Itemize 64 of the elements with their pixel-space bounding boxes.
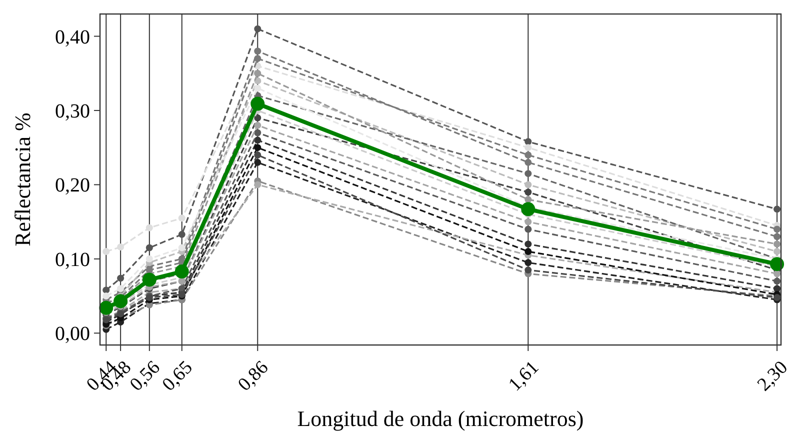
y-tick-label: 0,00 bbox=[55, 323, 90, 346]
point bbox=[524, 181, 532, 188]
point bbox=[774, 206, 781, 213]
y-tick-label: 0,40 bbox=[55, 26, 90, 48]
point bbox=[524, 248, 532, 255]
point bbox=[254, 84, 262, 92]
point bbox=[178, 230, 186, 238]
point bbox=[178, 214, 186, 222]
point bbox=[117, 285, 124, 292]
point bbox=[146, 255, 153, 262]
y-axis-title: Reflectancia % bbox=[10, 112, 35, 246]
point bbox=[254, 152, 262, 159]
x-tick-label: 2,30 bbox=[754, 357, 792, 396]
point bbox=[524, 196, 532, 204]
y-tick-label: 0,20 bbox=[55, 174, 90, 197]
x-tick-label: 0,65 bbox=[158, 357, 197, 396]
point bbox=[524, 266, 532, 274]
point bbox=[774, 285, 781, 292]
point bbox=[524, 240, 532, 248]
x-tick-label: 1,61 bbox=[504, 357, 544, 396]
point bbox=[146, 224, 153, 232]
point bbox=[102, 286, 110, 294]
point bbox=[174, 264, 189, 279]
y-tick-label: 0,30 bbox=[55, 100, 90, 122]
x-tick-label: 0,86 bbox=[234, 357, 273, 396]
point bbox=[254, 114, 262, 122]
point bbox=[524, 226, 532, 233]
point bbox=[254, 181, 262, 188]
point bbox=[142, 272, 156, 287]
point bbox=[774, 278, 781, 285]
point bbox=[770, 257, 784, 272]
point bbox=[524, 218, 532, 226]
point bbox=[254, 122, 262, 129]
point bbox=[774, 240, 781, 248]
point bbox=[254, 158, 262, 166]
point bbox=[254, 136, 262, 144]
point bbox=[117, 244, 124, 251]
point bbox=[521, 202, 536, 216]
y-tick-label: 0,10 bbox=[55, 248, 90, 271]
point bbox=[774, 233, 781, 240]
point bbox=[254, 55, 262, 62]
point bbox=[146, 244, 153, 252]
point bbox=[102, 292, 110, 300]
point bbox=[254, 25, 262, 32]
point bbox=[250, 96, 265, 111]
point bbox=[254, 70, 262, 77]
point bbox=[114, 294, 128, 308]
point bbox=[524, 152, 532, 159]
point bbox=[774, 226, 781, 233]
point bbox=[254, 129, 262, 136]
point bbox=[524, 188, 532, 196]
point bbox=[524, 144, 532, 152]
point bbox=[254, 144, 262, 152]
point bbox=[524, 259, 532, 266]
x-axis-title: Longitud de onda (micrometros) bbox=[297, 406, 584, 431]
point bbox=[117, 274, 124, 282]
point bbox=[178, 244, 186, 252]
point bbox=[102, 248, 110, 255]
point bbox=[774, 270, 781, 278]
point bbox=[254, 48, 262, 55]
point bbox=[524, 158, 532, 166]
point bbox=[524, 170, 532, 178]
point bbox=[774, 248, 781, 255]
point bbox=[524, 138, 532, 146]
